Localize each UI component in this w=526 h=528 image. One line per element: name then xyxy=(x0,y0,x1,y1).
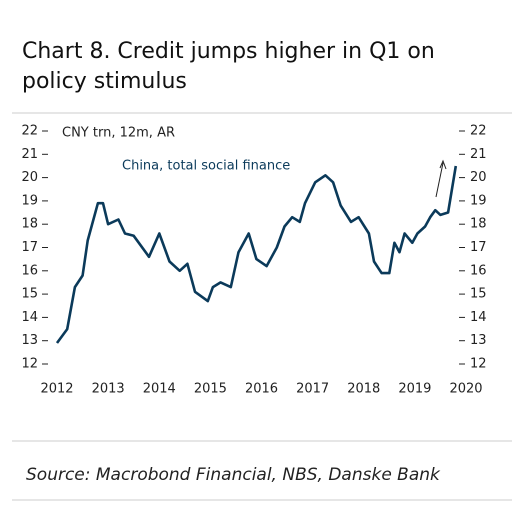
chart-title: Chart 8. Credit jumps higher in Q1 on xyxy=(22,39,435,64)
y-tick-label: 15 xyxy=(21,287,38,302)
y-tick-label: 13 xyxy=(21,333,38,348)
y2-tick-label: 21 xyxy=(470,147,487,162)
y-tick-label: 16 xyxy=(21,263,38,278)
x-tick-label: 2014 xyxy=(143,382,176,397)
y2-tick-label: 16 xyxy=(470,263,487,278)
chart-title: policy stimulus xyxy=(22,69,187,94)
y2-tick-label: 13 xyxy=(470,333,487,348)
x-tick-label: 2016 xyxy=(245,382,278,397)
y-tick-label: 21 xyxy=(21,147,38,162)
series-label: China, total social finance xyxy=(122,159,290,174)
arrow xyxy=(435,159,447,198)
x-tick-label: 2017 xyxy=(296,382,329,397)
y-tick-label: 14 xyxy=(21,310,38,325)
y-tick-label: 17 xyxy=(21,240,38,255)
y-tick-label: 22 xyxy=(21,124,38,139)
source: Source: Macrobond Financial, NBS, Danske… xyxy=(26,465,441,485)
x-tick-label: 2012 xyxy=(40,382,73,397)
x-tick-label: 2020 xyxy=(449,382,482,397)
line xyxy=(55,165,458,344)
y-tick-label: 18 xyxy=(21,217,38,232)
y-tick-label: 19 xyxy=(21,193,38,208)
y2-tick-label: 18 xyxy=(470,217,487,232)
y2-tick-label: 19 xyxy=(470,193,487,208)
x-tick-label: 2013 xyxy=(92,382,125,397)
y2-tick-label: 20 xyxy=(470,170,487,185)
y2-tick-label: 15 xyxy=(470,287,487,302)
y-tick-label: 20 xyxy=(21,170,38,185)
x-tick-label: 2018 xyxy=(347,382,380,397)
y2-tick-label: 12 xyxy=(470,357,487,372)
x-tick-label: 2015 xyxy=(194,382,227,397)
y2-tick-label: 22 xyxy=(470,124,487,139)
unit-label: CNY trn, 12m, AR xyxy=(62,126,175,141)
y2-tick-label: 17 xyxy=(470,240,487,255)
y-tick-label: 12 xyxy=(21,357,38,372)
y2-tick-label: 14 xyxy=(470,310,487,325)
x-tick-label: 2019 xyxy=(398,382,431,397)
